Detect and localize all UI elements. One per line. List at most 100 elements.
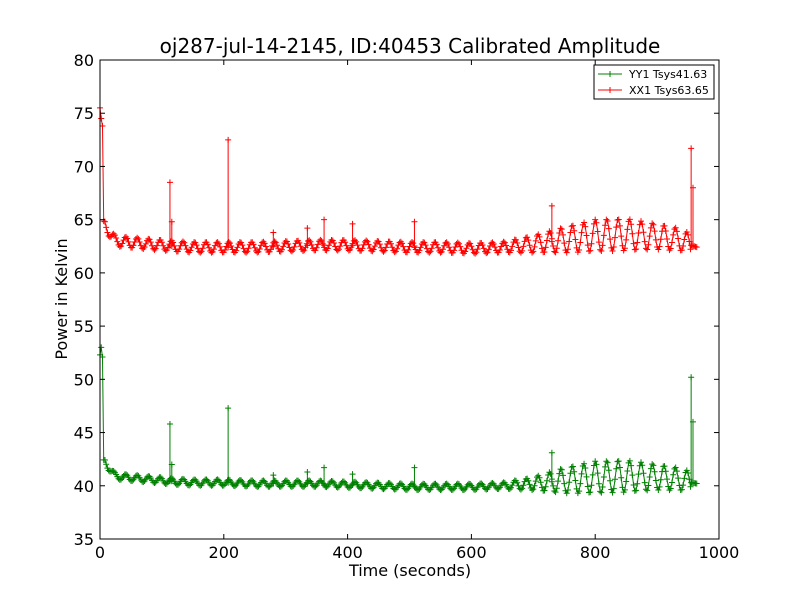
data-point-0-350 [520, 482, 527, 489]
data-point-0-359 [531, 482, 538, 489]
spike-point-0-60 [168, 461, 175, 468]
data-point-1-93 [209, 248, 216, 255]
data-point-1-457 [651, 228, 658, 235]
spike-point-0-187 [321, 464, 328, 471]
data-point-0-411 [594, 470, 601, 477]
data-point-1-374 [548, 238, 555, 245]
data-point-1-144 [270, 243, 277, 250]
data-point-1-118 [239, 242, 246, 249]
data-point-1-484 [685, 231, 692, 238]
data-point-1-185 [319, 240, 326, 247]
data-point-1-450 [642, 245, 649, 252]
y-tick-label-0: 35 [74, 530, 94, 549]
data-point-1-386 [563, 249, 570, 256]
data-point-0-428 [615, 458, 622, 465]
data-point-0-384 [561, 480, 568, 487]
data-point-0-102 [220, 482, 227, 489]
data-point-1-417 [602, 222, 609, 229]
x-tick-label-3: 600 [456, 543, 487, 562]
data-point-1-267 [417, 244, 424, 251]
data-point-0-451 [644, 487, 651, 494]
data-point-1-294 [451, 247, 458, 254]
data-point-1-271 [422, 242, 429, 249]
data-point-0-369 [543, 477, 550, 484]
x-tick-label-0: 0 [95, 543, 105, 562]
data-point-0-400 [581, 460, 588, 467]
data-point-0-1 [98, 344, 105, 351]
data-point-1-346 [515, 244, 522, 251]
data-point-1-145 [271, 238, 278, 245]
data-point-1-109 [228, 243, 235, 250]
legend-label-0: YY1 Tsys41.63 [628, 68, 707, 81]
data-point-0-227 [369, 485, 376, 492]
data-point-1-205 [343, 242, 350, 249]
data-point-1-300 [458, 247, 465, 254]
data-point-1-194 [329, 237, 336, 244]
data-point-0-189 [323, 484, 330, 491]
data-point-0-393 [572, 477, 579, 484]
data-point-0-467 [664, 476, 671, 483]
data-point-1-200 [337, 243, 344, 250]
data-point-0-390 [568, 464, 575, 471]
spike-point-0-374 [548, 449, 555, 456]
data-point-1-274 [426, 249, 433, 256]
data-point-0-452 [645, 482, 652, 489]
data-point-0-140 [266, 483, 273, 490]
data-point-0-382 [558, 466, 565, 473]
data-point-0-481 [681, 475, 688, 482]
data-point-1-451 [644, 246, 651, 253]
data-point-1-132 [256, 245, 263, 252]
data-point-0-378 [553, 485, 560, 492]
data-point-1-486 [687, 246, 694, 253]
data-point-1-467 [664, 236, 671, 243]
data-point-0-5 [103, 461, 110, 468]
data-point-1-39 [145, 235, 152, 242]
data-point-1-251 [399, 240, 406, 247]
data-point-1-377 [552, 249, 559, 256]
data-point-1-358 [530, 248, 537, 255]
data-point-1-207 [345, 247, 352, 254]
data-point-1-392 [571, 227, 578, 234]
data-point-1-114 [234, 244, 241, 251]
data-point-0-364 [537, 479, 544, 486]
legend-box [593, 64, 715, 100]
data-point-1-418 [603, 216, 610, 223]
data-point-1-61 [170, 239, 177, 246]
data-point-0-357 [529, 486, 536, 493]
data-point-0-434 [623, 478, 630, 485]
data-point-1-449 [641, 238, 648, 245]
data-point-1-470 [667, 245, 674, 252]
data-point-1-387 [564, 246, 571, 253]
data-point-1-397 [577, 239, 584, 246]
data-point-1-45 [152, 245, 159, 252]
data-point-1-14 [114, 238, 121, 245]
data-point-0-470 [667, 485, 674, 492]
data-point-1-485 [686, 238, 693, 245]
spike-point-1-487 [688, 145, 695, 152]
data-point-1-337 [504, 246, 511, 253]
data-point-1-430 [618, 233, 625, 240]
data-point-1-388 [566, 238, 573, 245]
spike-point-1-490 [690, 184, 697, 191]
data-point-0-354 [525, 477, 532, 484]
plot-frame [99, 59, 720, 540]
data-point-1-297 [454, 239, 461, 246]
spike-point-0-57 [166, 421, 173, 428]
data-point-1-165 [296, 239, 303, 246]
data-point-1-127 [250, 241, 257, 248]
series-group-0 [97, 344, 700, 497]
data-point-1-357 [529, 249, 536, 256]
data-point-0-443 [634, 480, 641, 487]
data-point-0-203 [340, 478, 347, 485]
data-point-1-83 [197, 249, 204, 256]
data-point-0-365 [538, 484, 545, 491]
data-point-0-316 [478, 480, 485, 487]
data-point-0-485 [686, 476, 693, 483]
spike-point-1-262 [411, 218, 418, 225]
data-point-1-435 [624, 226, 631, 233]
spike-point-0-144 [270, 472, 277, 479]
data-point-0-392 [571, 468, 578, 475]
data-point-1-95 [212, 242, 219, 249]
data-point-1-85 [199, 245, 206, 252]
